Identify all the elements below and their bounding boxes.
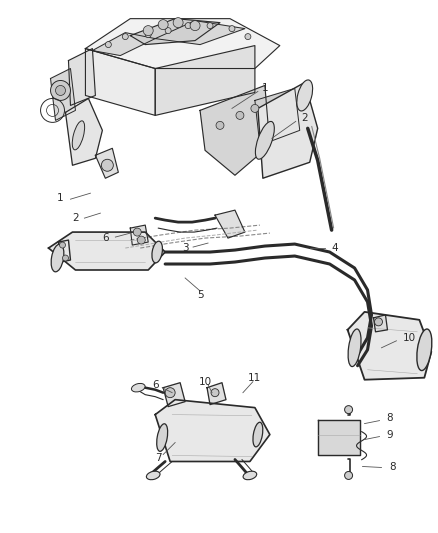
Polygon shape <box>215 210 245 238</box>
Circle shape <box>236 111 244 119</box>
Polygon shape <box>85 19 280 69</box>
Circle shape <box>56 85 66 95</box>
Ellipse shape <box>253 422 263 447</box>
Circle shape <box>137 236 145 244</box>
Text: 10: 10 <box>403 333 416 343</box>
Circle shape <box>173 18 183 28</box>
Text: 8: 8 <box>389 463 396 472</box>
Circle shape <box>190 21 200 30</box>
Polygon shape <box>348 312 431 379</box>
Circle shape <box>374 318 382 326</box>
Ellipse shape <box>72 121 85 150</box>
Circle shape <box>122 34 128 39</box>
Polygon shape <box>66 99 102 165</box>
Ellipse shape <box>51 244 64 272</box>
Circle shape <box>165 387 175 398</box>
Circle shape <box>106 42 111 47</box>
Ellipse shape <box>157 424 168 451</box>
Circle shape <box>251 104 259 112</box>
Ellipse shape <box>417 329 432 370</box>
Circle shape <box>245 34 251 39</box>
Circle shape <box>60 242 66 248</box>
Circle shape <box>229 26 235 31</box>
Text: 1: 1 <box>261 84 268 93</box>
Polygon shape <box>258 83 318 178</box>
Text: 10: 10 <box>198 377 212 387</box>
Text: 9: 9 <box>386 430 393 440</box>
Circle shape <box>216 122 224 130</box>
Text: 4: 4 <box>331 243 338 253</box>
Text: 1: 1 <box>57 193 64 203</box>
Polygon shape <box>200 85 270 175</box>
Polygon shape <box>155 21 245 45</box>
Circle shape <box>158 20 168 30</box>
Circle shape <box>101 159 113 171</box>
Ellipse shape <box>348 329 361 367</box>
Polygon shape <box>374 315 388 332</box>
Text: 7: 7 <box>155 453 162 463</box>
Polygon shape <box>68 49 95 106</box>
Text: 2: 2 <box>301 114 308 123</box>
Circle shape <box>50 80 71 100</box>
Polygon shape <box>155 46 255 116</box>
Polygon shape <box>318 419 360 455</box>
Ellipse shape <box>243 471 257 480</box>
Text: 11: 11 <box>248 373 261 383</box>
Ellipse shape <box>297 80 313 111</box>
Ellipse shape <box>131 383 145 392</box>
Text: 6: 6 <box>152 379 159 390</box>
Circle shape <box>185 22 191 29</box>
Ellipse shape <box>152 241 162 263</box>
Polygon shape <box>50 69 75 120</box>
Polygon shape <box>85 49 155 116</box>
Circle shape <box>207 22 213 29</box>
Circle shape <box>211 389 219 397</box>
Circle shape <box>143 26 153 36</box>
Polygon shape <box>92 33 155 55</box>
Text: 3: 3 <box>182 243 188 253</box>
Polygon shape <box>163 383 185 407</box>
Polygon shape <box>207 383 226 405</box>
Polygon shape <box>95 148 118 178</box>
Text: 5: 5 <box>197 290 203 300</box>
Text: 8: 8 <box>386 413 393 423</box>
Ellipse shape <box>255 122 274 159</box>
Ellipse shape <box>146 471 160 480</box>
Text: 6: 6 <box>102 233 109 243</box>
Polygon shape <box>49 232 165 270</box>
Polygon shape <box>130 19 220 45</box>
Polygon shape <box>155 400 270 462</box>
Polygon shape <box>255 88 300 146</box>
Polygon shape <box>130 225 148 245</box>
Circle shape <box>133 228 141 236</box>
Circle shape <box>345 472 353 480</box>
Text: 2: 2 <box>72 213 79 223</box>
Circle shape <box>345 406 353 414</box>
Circle shape <box>145 31 151 38</box>
Circle shape <box>63 255 68 261</box>
Circle shape <box>165 28 171 34</box>
